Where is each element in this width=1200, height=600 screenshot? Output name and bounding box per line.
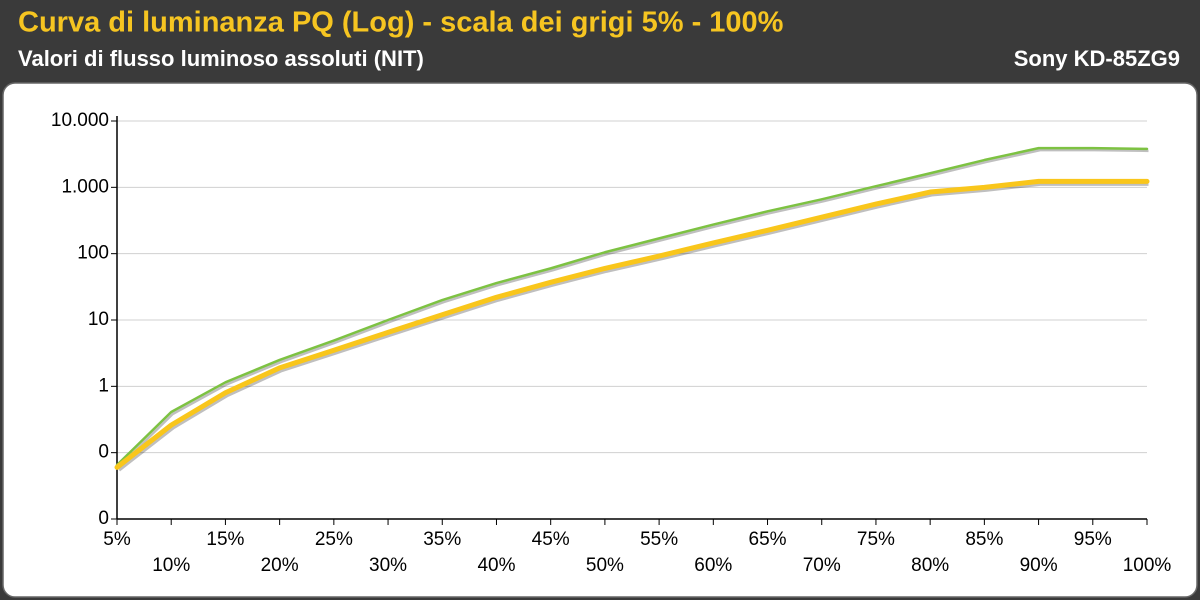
model-label: Sony KD-85ZG9 [1014, 46, 1180, 71]
y-tick-label: 0 [98, 508, 109, 529]
x-tick-label: 100% [1123, 555, 1172, 576]
line-shadow [117, 148, 1149, 468]
x-tick-label: 60% [694, 555, 732, 576]
chart-title: Curva di luminanza PQ (Log) - scala dei … [18, 7, 784, 39]
x-tick-label: 10% [152, 555, 190, 576]
series-line [115, 146, 1149, 467]
x-tick-label: 20% [261, 555, 299, 576]
x-tick-label: 65% [749, 529, 787, 550]
x-tick-label: 35% [423, 529, 461, 550]
plot-frame [2, 82, 1198, 598]
x-tick-label: 55% [640, 529, 678, 550]
x-tick-label: 15% [206, 529, 244, 550]
chart-subtitle: Valori di flusso luminoso assoluti (NIT) [18, 46, 424, 71]
y-tick-label: 10 [88, 309, 109, 330]
x-tick-label: 70% [803, 555, 841, 576]
x-tick-label: 95% [1074, 529, 1112, 550]
x-tick-label: 40% [477, 555, 515, 576]
y-tick-label: 1 [98, 375, 109, 396]
y-tick-label: 10.000 [51, 110, 109, 131]
series-line [114, 178, 1150, 470]
x-tick-label: 25% [315, 529, 353, 550]
x-tick-label: 45% [532, 529, 570, 550]
x-tick-label: 30% [369, 555, 407, 576]
x-tick-label: 80% [911, 555, 949, 576]
x-tick-label: 90% [1020, 555, 1058, 576]
y-tick-label: 0 [98, 442, 109, 463]
y-tick-label: 100 [77, 243, 109, 264]
x-tick-label: 85% [965, 529, 1003, 550]
y-tick-label: 1.000 [61, 176, 109, 197]
x-tick-label: 50% [586, 555, 624, 576]
x-tick-label: 5% [103, 529, 131, 550]
x-tick-label: 75% [857, 529, 895, 550]
